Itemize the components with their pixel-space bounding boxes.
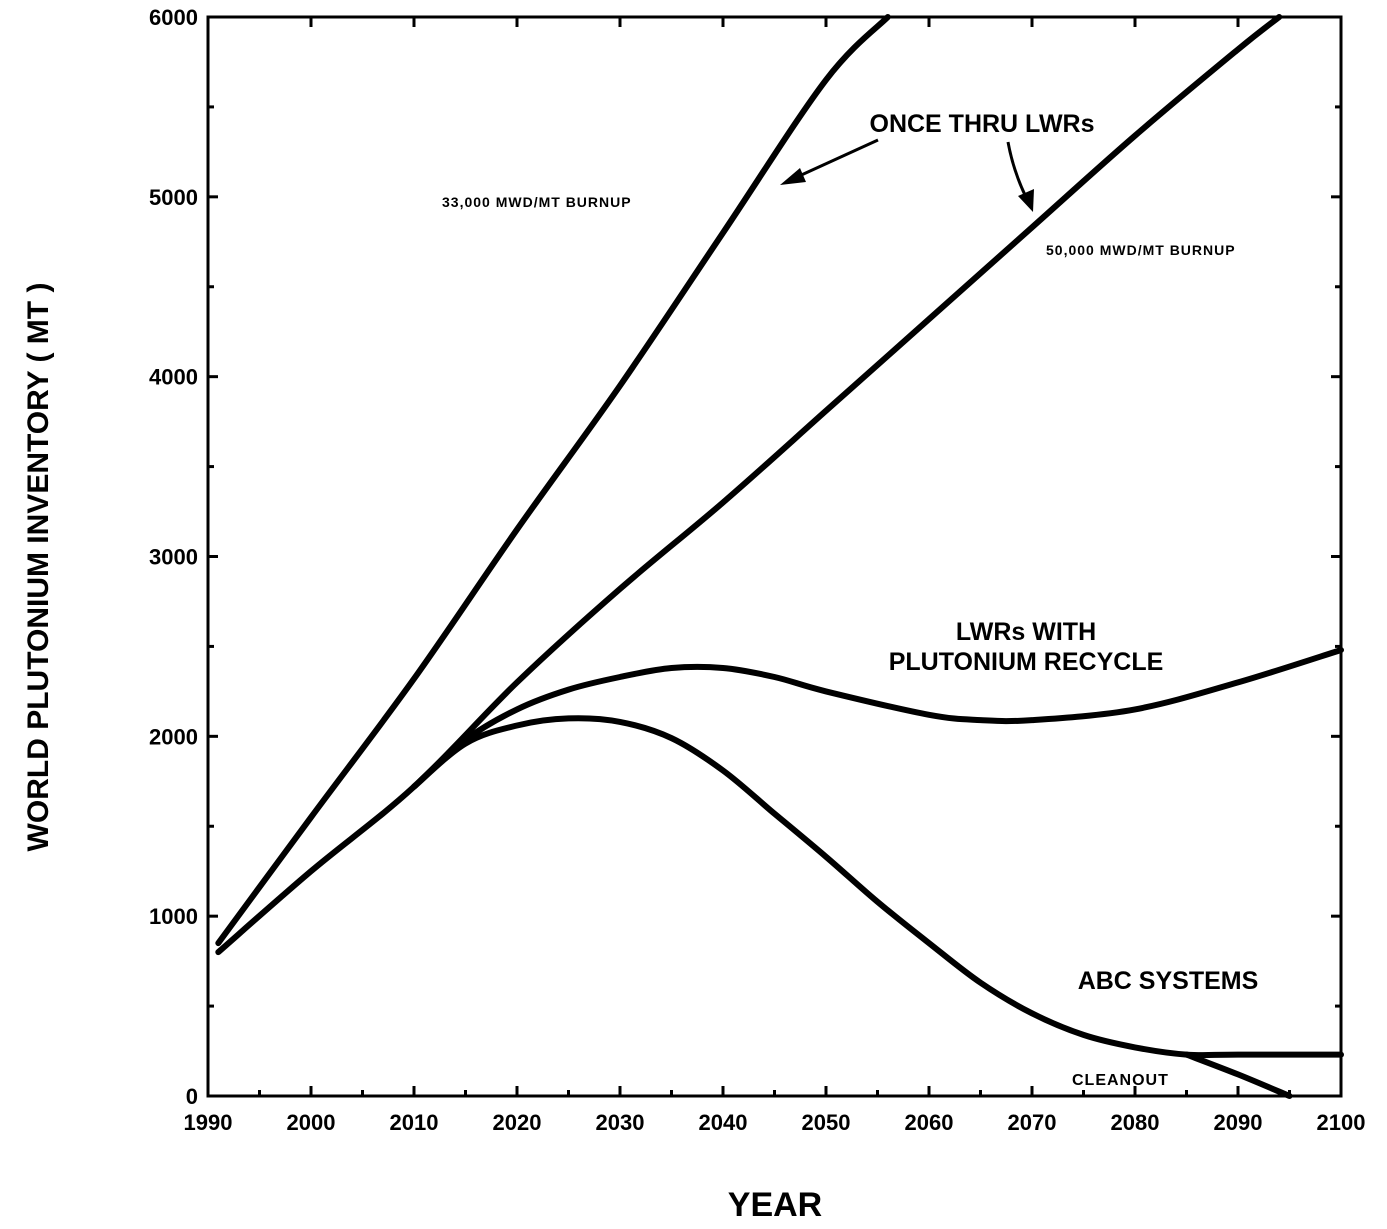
x-tick-label-2020: 2020 xyxy=(493,1110,542,1135)
arrow-to-33000-head xyxy=(780,168,806,185)
series-line-recycle xyxy=(411,647,1344,790)
y-tick-label-1000: 1000 xyxy=(149,904,198,929)
x-tick-label-2080: 2080 xyxy=(1111,1110,1160,1135)
annotation-lwrs-with: LWRs WITH xyxy=(956,618,1096,646)
x-tick-label-2040: 2040 xyxy=(699,1110,748,1135)
annotation-cleanout: CLEANOUT xyxy=(1072,1072,1169,1089)
series-line-abc xyxy=(411,715,1344,1059)
x-tick-label-2030: 2030 xyxy=(596,1110,645,1135)
series-group xyxy=(215,14,1344,1099)
x-axis-title: YEAR xyxy=(728,1186,822,1224)
arrow-to-50000-head xyxy=(1018,189,1034,212)
y-tick-label-5000: 5000 xyxy=(149,185,198,210)
annotation-once-thru: ONCE THRU LWRs xyxy=(870,110,1095,138)
series-line-burnup50 xyxy=(215,14,1283,956)
y-tick-label-3000: 3000 xyxy=(149,545,198,570)
y-tick-label-4000: 4000 xyxy=(149,365,198,390)
annotation-abc-systems: ABC SYSTEMS xyxy=(1078,967,1259,995)
annotation-33000-burnup: 33,000 MWD/MT BURNUP xyxy=(442,194,632,210)
x-tick-label-2090: 2090 xyxy=(1214,1110,1263,1135)
y-tick-label-2000: 2000 xyxy=(149,724,198,749)
y-tick-label-0: 0 xyxy=(186,1084,198,1109)
x-tick-label-2000: 2000 xyxy=(287,1110,336,1135)
arrows-group xyxy=(780,138,1034,212)
y-tick-label-6000: 6000 xyxy=(149,5,198,30)
x-tick-label-2100: 2100 xyxy=(1317,1110,1366,1135)
annotation-50000-burnup: 50,000 MWD/MT BURNUP xyxy=(1046,242,1236,258)
series-line-cleanout xyxy=(1183,1051,1293,1099)
annotations-group: ONCE THRU LWRs 33,000 MWD/MT BURNUP 50,0… xyxy=(442,110,1258,1089)
x-tick-label-1990: 1990 xyxy=(184,1110,233,1135)
y-axis-title: WORLD PLUTONIUM INVENTORY ( MT ) xyxy=(22,283,55,852)
x-tick-label-2050: 2050 xyxy=(802,1110,851,1135)
ticks-group: 1990 2000 2010 2020 2030 2040 2050 2060 2070 2080… xyxy=(149,5,1365,1135)
x-tick-label-2060: 2060 xyxy=(905,1110,954,1135)
plot-frame xyxy=(206,15,1343,1098)
plot-frame-group xyxy=(206,15,1343,1098)
x-tick-label-2010: 2010 xyxy=(390,1110,439,1135)
x-tick-label-2070: 2070 xyxy=(1008,1110,1057,1135)
series-line-burnup33 xyxy=(215,14,891,947)
annotation-plutonium-recycle: PLUTONIUM RECYCLE xyxy=(889,648,1164,676)
